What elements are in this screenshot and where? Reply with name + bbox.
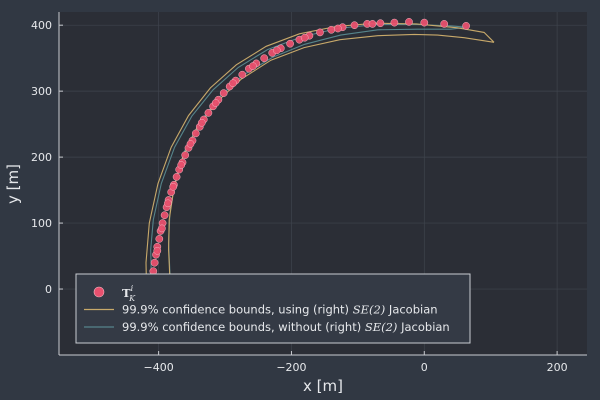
data-point: [238, 70, 247, 79]
legend-text-before: 99.9% confidence bounds, using (right): [122, 303, 353, 317]
y-tick-label: 200: [31, 151, 52, 164]
data-point: [249, 62, 257, 70]
legend-math: SE(2): [365, 320, 398, 334]
bound-with-jacobian-outer: [145, 22, 495, 332]
data-point: [155, 235, 164, 243]
data-point: [350, 21, 359, 30]
data-point: [164, 199, 172, 208]
data-point: [286, 39, 294, 48]
data-point: [169, 182, 178, 191]
data-point: [272, 46, 281, 55]
data-point: [219, 89, 228, 97]
data-point: [150, 258, 159, 267]
data-point: [158, 224, 166, 233]
data-point: [229, 79, 237, 88]
data-point: [260, 54, 269, 63]
legend-marker-scatter: [93, 286, 105, 298]
data-point: [181, 151, 190, 159]
legend-math: SE(2): [353, 303, 386, 317]
bound-with-jacobian-inner: [168, 33, 495, 309]
x-axis-label: x [m]: [303, 377, 343, 395]
y-tick-label: 0: [45, 283, 52, 296]
legend-text-after: Jacobian: [385, 303, 437, 317]
legend-box: [75, 273, 471, 344]
scatter-points: [149, 18, 470, 276]
data-point: [186, 140, 195, 148]
data-point: [462, 22, 470, 30]
data-point: [172, 173, 181, 181]
legend-label-without-jacobian: 99.9% confidence bounds, without (right)…: [122, 320, 450, 334]
y-tick-label: 100: [31, 217, 52, 230]
data-point: [440, 20, 449, 28]
legend-label-sup: i: [131, 284, 134, 293]
legend-text-before: 99.9% confidence bounds, without (right): [122, 320, 365, 334]
legend-label-scatter: Ti K: [122, 284, 136, 303]
legend-label-sub: K: [128, 294, 136, 303]
legend: Ti K 99.9% confidence bounds, using (righ…: [75, 273, 471, 344]
x-ticks: −400 −200 0 200: [144, 351, 568, 374]
data-point: [191, 129, 200, 138]
data-point: [204, 109, 213, 117]
data-point: [160, 211, 169, 220]
y-ticks: 0 100 200 300 400: [31, 19, 63, 296]
legend-text-after: Jacobian: [397, 320, 449, 334]
x-tick-label: 0: [421, 361, 428, 374]
data-point: [376, 19, 385, 28]
data-point: [177, 161, 186, 169]
data-point: [197, 118, 206, 127]
data-point: [334, 24, 342, 33]
data-point: [316, 28, 324, 37]
legend-label-main: T: [122, 286, 131, 300]
data-point: [420, 18, 429, 27]
x-tick-label: 200: [547, 361, 568, 374]
y-tick-label: 400: [31, 19, 52, 32]
data-point: [390, 18, 399, 27]
y-tick-label: 300: [31, 85, 52, 98]
data-point: [368, 20, 377, 28]
data-point: [211, 99, 220, 107]
data-point: [153, 246, 162, 255]
axes: [58, 12, 587, 356]
x-tick-label: −200: [276, 361, 306, 374]
data-point: [300, 33, 309, 42]
x-tick-label: −400: [144, 361, 174, 374]
legend-label-with-jacobian: 99.9% confidence bounds, using (right) S…: [122, 303, 438, 317]
data-point: [327, 25, 336, 34]
y-axis-label: y [m]: [4, 164, 22, 204]
data-point: [405, 18, 413, 26]
